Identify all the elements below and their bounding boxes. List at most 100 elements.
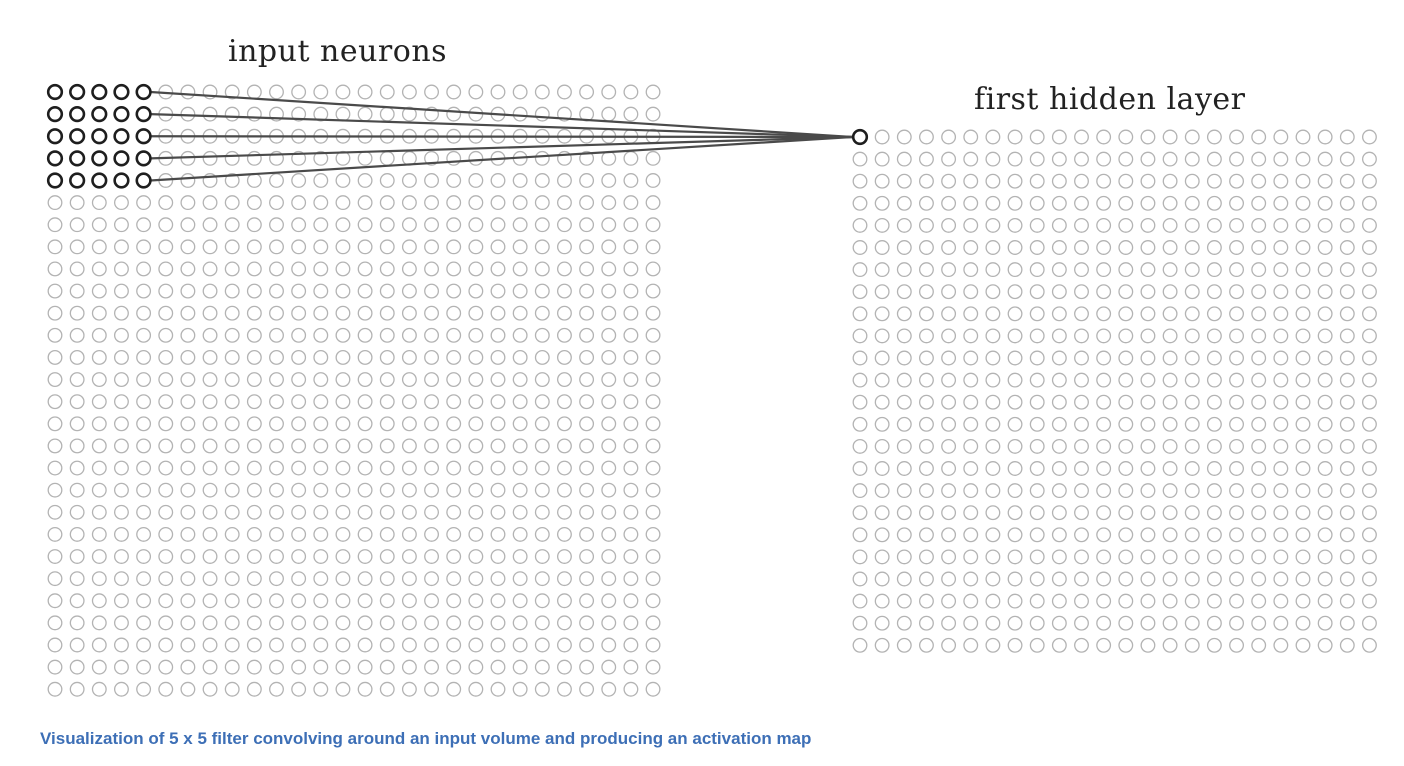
hidden-neuron (1096, 372, 1112, 388)
input-neuron (446, 571, 462, 587)
hidden-neuron (1074, 240, 1089, 255)
hidden-neuron (1007, 350, 1023, 366)
input-neuron (490, 526, 506, 542)
hidden-neuron (1051, 527, 1067, 543)
input-neuron (158, 549, 174, 564)
hidden-neuron (1317, 483, 1333, 499)
hidden-neuron (1029, 461, 1045, 476)
input-neuron (401, 637, 417, 653)
hidden-neuron (919, 615, 934, 631)
receptive-field (46, 83, 869, 189)
hidden-neuron (1140, 438, 1156, 454)
input-neuron (601, 526, 617, 542)
hidden-neuron (874, 394, 890, 410)
input-neuron (313, 106, 329, 122)
hidden-neuron (896, 549, 912, 565)
hidden-neuron (1229, 151, 1245, 167)
hidden-neuron (1229, 461, 1245, 476)
hidden-neuron (1029, 372, 1045, 388)
hidden-neuron (941, 571, 957, 587)
input-neuron (446, 283, 462, 299)
input-neuron (623, 416, 639, 432)
input-neuron (512, 593, 528, 609)
hidden-neuron (1029, 306, 1045, 322)
input-neuron (645, 526, 661, 542)
input-neuron (645, 659, 661, 675)
hidden-neuron (963, 240, 979, 255)
hidden-neuron (1206, 527, 1222, 543)
input-neuron (557, 482, 572, 498)
input-neuron (645, 615, 661, 631)
hidden-neuron (1118, 350, 1134, 366)
hidden-neuron (1096, 151, 1112, 167)
hidden-neuron (1162, 372, 1178, 388)
input-neuron (47, 681, 63, 697)
input-neuron (534, 305, 550, 321)
hidden-neuron (1140, 195, 1156, 211)
input-neuron (246, 504, 262, 520)
hidden-neuron (985, 461, 1001, 476)
input-neuron (335, 460, 351, 476)
input-neuron (313, 571, 329, 587)
input-neuron (645, 416, 661, 432)
hidden-neuron (1251, 571, 1267, 587)
input-neuron (446, 327, 462, 343)
hidden-neuron (852, 240, 868, 255)
hidden-neuron (1295, 615, 1311, 631)
input-neuron (490, 173, 506, 188)
hidden-neuron (919, 549, 934, 565)
hidden-neuron (1162, 615, 1178, 631)
hidden-neuron (1273, 549, 1289, 565)
hidden-neuron (1295, 306, 1311, 322)
input-neuron (579, 526, 595, 542)
input-neuron (534, 681, 550, 697)
hidden-neuron (1251, 195, 1267, 211)
input-neuron (424, 150, 440, 166)
hidden-neuron (1162, 637, 1178, 653)
hidden-neuron (896, 151, 912, 167)
input-neuron (269, 84, 284, 100)
hidden-neuron (1051, 593, 1067, 609)
hidden-neuron (874, 195, 890, 211)
input-neuron (202, 150, 218, 166)
input-neuron (357, 261, 373, 277)
input-neuron (335, 239, 351, 255)
input-neuron (136, 372, 152, 388)
hidden-neuron (1029, 217, 1045, 233)
hidden-neuron (1007, 151, 1023, 167)
hidden-neuron (1184, 483, 1200, 499)
hidden-neuron (919, 328, 934, 344)
input-neuron (357, 195, 373, 211)
input-neuron (136, 615, 152, 631)
input-neuron (357, 305, 373, 321)
input-neuron (645, 261, 661, 277)
hidden-neuron (1229, 615, 1245, 631)
input-neuron (313, 283, 329, 299)
hidden-neuron (1051, 262, 1067, 278)
input-neuron (623, 681, 639, 697)
receptive-field-neuron (91, 172, 108, 189)
receptive-field-neuron (113, 150, 130, 167)
hidden-neuron (896, 217, 912, 233)
input-neuron (180, 549, 196, 564)
input-neuron (379, 84, 395, 100)
input-neuron (490, 349, 506, 365)
input-neuron (579, 84, 595, 100)
hidden-neuron (919, 637, 934, 653)
input-neuron (291, 239, 307, 255)
hidden-neuron (1074, 350, 1089, 366)
hidden-neuron (1361, 129, 1377, 145)
input-neuron (446, 504, 462, 520)
input-neuron (645, 593, 661, 609)
hidden-neuron (1051, 306, 1067, 322)
input-neuron (357, 349, 373, 365)
hidden-neuron (1051, 372, 1067, 388)
hidden-neuron (1162, 483, 1178, 499)
filter-connection-line (150, 135, 853, 139)
hidden-neuron (1361, 173, 1377, 189)
hidden-neuron (1007, 372, 1023, 388)
hidden-neuron (1251, 284, 1267, 300)
hidden-neuron (1361, 461, 1377, 476)
input-neuron (490, 217, 506, 233)
